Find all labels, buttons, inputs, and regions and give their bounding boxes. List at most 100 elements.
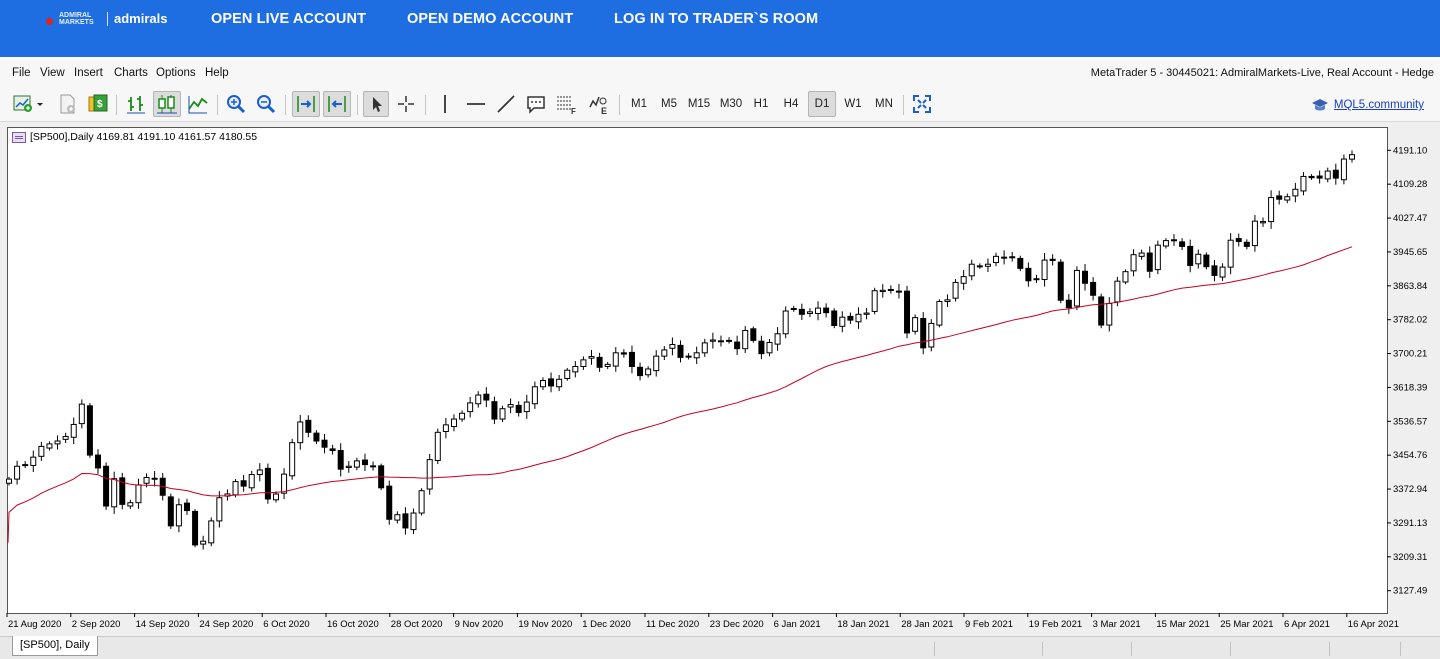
timeframe-h4-button[interactable]: H4 <box>783 98 799 110</box>
candle-body <box>30 456 37 466</box>
candle-body <box>895 290 902 293</box>
candle-body <box>871 290 878 312</box>
chart-properties-icon[interactable] <box>12 131 26 143</box>
line-chart-button[interactable] <box>185 91 211 117</box>
candle-body <box>111 478 118 508</box>
crosshair-button[interactable] <box>393 91 419 117</box>
candle-body <box>264 467 271 500</box>
chart-ohlc-text: [SP500],Daily 4169.81 4191.10 4161.57 41… <box>30 131 258 143</box>
trend-line-button[interactable] <box>493 91 519 117</box>
candle-body <box>62 435 69 440</box>
y-tick-label: 3782.02 <box>1393 315 1427 326</box>
vertical-line-icon <box>444 95 446 113</box>
candle-body <box>1041 259 1048 281</box>
bar-chart-button[interactable] <box>123 91 149 117</box>
candle-body <box>661 349 668 357</box>
toolbar-separator <box>357 95 358 115</box>
menu-options[interactable]: Options <box>156 67 196 79</box>
candle-body <box>669 344 676 349</box>
menu-help[interactable]: Help <box>205 67 229 79</box>
x-tick-label: 16 Apr 2021 <box>1348 619 1399 630</box>
x-tick-label: 6 Apr 2021 <box>1284 619 1330 630</box>
candle-body <box>1203 254 1210 268</box>
fullscreen-button[interactable] <box>909 91 935 117</box>
toolbar-separator <box>285 95 286 115</box>
candlestick-icon <box>157 95 177 114</box>
x-tick-label: 1 Dec 2020 <box>582 619 631 630</box>
candle-body <box>192 510 199 546</box>
candle-body <box>434 431 441 461</box>
market-watch-button[interactable]: $ <box>86 91 110 117</box>
candle-body <box>183 502 190 512</box>
mql5-community-link[interactable]: MQL5.community <box>1311 98 1424 112</box>
candle-body <box>1073 269 1080 307</box>
chart-shift-button[interactable] <box>323 91 351 117</box>
elliott-wave-icon: E <box>589 96 607 115</box>
timeframe-m1-button[interactable]: M1 <box>631 98 647 110</box>
candle-body <box>22 464 29 467</box>
timeframe-d1-button[interactable]: D1 <box>808 91 836 117</box>
candle-body <box>1251 220 1258 247</box>
x-tick-label: 6 Oct 2020 <box>263 619 309 630</box>
x-tick-label: 23 Dec 2020 <box>710 619 764 630</box>
zoom-in-button[interactable] <box>223 91 249 117</box>
candle-body <box>1316 175 1323 179</box>
menu-file[interactable]: File <box>12 67 31 79</box>
candle-body <box>410 512 417 531</box>
new-chart-button[interactable] <box>10 91 46 117</box>
tab-separator <box>1131 642 1132 656</box>
candle-body <box>1227 239 1234 268</box>
fibonacci-icon: F <box>557 96 576 115</box>
timeframe-m30-button[interactable]: M30 <box>719 98 743 110</box>
timeframe-h1-button[interactable]: H1 <box>753 98 769 110</box>
line-chart-icon <box>188 96 208 114</box>
x-tick-label: 15 Mar 2021 <box>1156 619 1209 630</box>
toolbar-separator <box>425 95 426 115</box>
candle-body <box>1195 253 1202 265</box>
candle-body <box>459 412 466 420</box>
candle-body <box>620 352 627 355</box>
document-icon <box>60 94 75 114</box>
auto-scroll-button[interactable] <box>292 91 320 117</box>
candle-body <box>531 386 538 405</box>
elliott-wave-button[interactable]: E <box>585 91 613 117</box>
fibonacci-button[interactable]: F <box>553 91 581 117</box>
chart-tab-sp500-daily[interactable]: [SP500], Daily <box>12 636 98 656</box>
candle-body <box>272 493 279 501</box>
candle-body <box>904 290 911 334</box>
candle-body <box>855 313 862 323</box>
candle-body <box>887 288 894 291</box>
open-demo-account-link[interactable]: OPEN DEMO ACCOUNT <box>407 11 574 27</box>
candle-body <box>337 450 344 470</box>
candle-body <box>944 299 951 302</box>
menu-view[interactable]: View <box>40 67 65 79</box>
candle-body <box>831 310 838 326</box>
candlestick-chart-button[interactable] <box>153 91 181 117</box>
horizontal-line-button[interactable] <box>463 91 489 117</box>
open-live-account-link[interactable]: OPEN LIVE ACCOUNT <box>211 11 367 27</box>
timeframe-mn-button[interactable]: MN <box>875 98 893 110</box>
candle-body <box>1154 244 1161 271</box>
candle-body <box>1235 238 1242 242</box>
candle-body <box>1009 256 1016 259</box>
admirals-logo[interactable]: ADMIRAL MARKETS admirals <box>46 11 167 26</box>
candle-body <box>628 351 635 367</box>
vertical-line-button[interactable] <box>432 91 458 117</box>
menu-charts[interactable]: Charts <box>114 67 148 79</box>
timeframe-m15-button[interactable]: M15 <box>687 98 711 110</box>
text-label-button[interactable] <box>523 91 549 117</box>
candle-body <box>1340 158 1347 181</box>
candle-body <box>6 478 12 484</box>
zoom-out-button[interactable] <box>253 91 279 117</box>
timeframe-m5-button[interactable]: M5 <box>661 98 677 110</box>
x-tick-label: 21 Aug 2020 <box>8 619 61 630</box>
menu-insert[interactable]: Insert <box>74 67 103 79</box>
timeframe-w1-button[interactable]: W1 <box>844 98 862 110</box>
candle-body <box>685 355 692 358</box>
cursor-arrow-icon <box>373 97 382 112</box>
candle-body <box>952 281 959 299</box>
chart-canvas[interactable] <box>7 127 1388 614</box>
profiles-button[interactable] <box>55 91 79 117</box>
traders-room-login-link[interactable]: LOG IN TO TRADER`S ROOM <box>614 11 819 27</box>
cursor-tool-button[interactable] <box>363 91 389 117</box>
